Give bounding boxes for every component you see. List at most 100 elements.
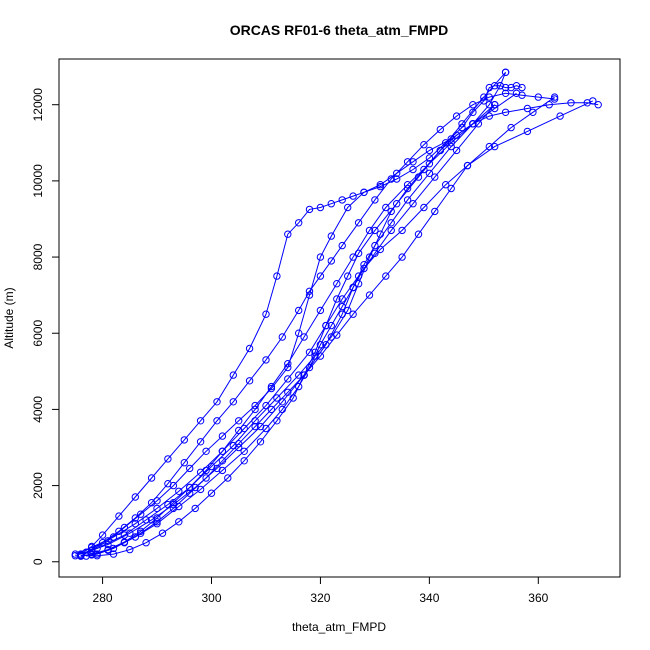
data-point: [175, 487, 183, 495]
data-point: [164, 480, 172, 488]
data-point: [153, 514, 161, 522]
data-point: [316, 203, 325, 212]
data-point: [393, 169, 401, 178]
data-point: [131, 520, 140, 528]
series-2: [77, 89, 521, 558]
data-point: [327, 257, 335, 265]
data-point: [496, 82, 504, 90]
data-point: [196, 438, 205, 446]
data-point: [131, 493, 140, 501]
data-point: [300, 371, 308, 379]
series-10: [77, 101, 499, 560]
data-point: [556, 112, 564, 120]
data-point: [480, 93, 488, 101]
data-point: [485, 112, 493, 120]
data-point: [300, 333, 308, 341]
data-point: [305, 348, 314, 356]
x-tick-label: 300: [201, 591, 221, 605]
data-point: [338, 196, 346, 204]
y-tick-label: 10000: [31, 164, 45, 198]
y-tick-label: 12000: [31, 88, 45, 122]
y-axis: 0 2000 4000 6000 8000 10000 12000: [31, 88, 60, 565]
data-point: [398, 226, 406, 235]
data-point: [289, 394, 297, 402]
data-point: [305, 205, 314, 214]
data-point: [491, 101, 499, 109]
data-point: [518, 91, 526, 99]
data-point: [316, 341, 325, 349]
data-point: [262, 401, 270, 410]
data-point: [349, 310, 357, 318]
data-point: [305, 287, 314, 295]
data-point: [452, 146, 461, 155]
data-point: [267, 405, 276, 414]
data-point: [137, 510, 145, 518]
data-point: [273, 272, 281, 280]
data-point: [245, 377, 254, 385]
data-point: [191, 483, 199, 492]
data-point: [414, 230, 423, 238]
data-point: [447, 184, 455, 193]
data-point: [398, 253, 406, 261]
data-point: [567, 99, 575, 107]
data-point: [518, 83, 526, 92]
data-point: [256, 422, 265, 431]
data-point: [262, 310, 270, 318]
x-tick-label: 320: [310, 591, 330, 605]
data-point: [354, 272, 363, 280]
data-point: [344, 272, 352, 280]
data-point: [311, 348, 319, 356]
x-tick-label: 340: [419, 591, 439, 605]
data-point: [153, 504, 161, 513]
data-point: [442, 181, 450, 189]
data-point: [382, 272, 390, 280]
series-6: [88, 93, 559, 559]
data-point: [218, 447, 227, 455]
x-axis-label: theta_atm_FMPD: [292, 620, 386, 634]
data-point: [333, 295, 341, 303]
data-point: [534, 93, 542, 101]
data-point: [523, 127, 532, 136]
data-point: [88, 550, 96, 558]
data-point: [262, 356, 270, 364]
data-point: [594, 101, 602, 109]
data-point: [251, 405, 259, 414]
data-point: [115, 512, 123, 520]
data-point: [452, 112, 461, 120]
data-point: [224, 474, 232, 482]
data-point: [245, 344, 254, 353]
y-tick-label: 8000: [31, 243, 45, 270]
data-point: [529, 108, 537, 117]
data-point: [180, 436, 189, 444]
data-point: [316, 272, 325, 280]
data-point: [420, 141, 428, 149]
data-point: [507, 123, 515, 132]
data-point: [104, 545, 112, 554]
data-point: [469, 120, 477, 128]
data-point: [180, 459, 189, 467]
series-line: [91, 96, 555, 556]
data-point: [235, 443, 243, 452]
data-point: [425, 160, 434, 168]
data-point: [371, 226, 379, 235]
series-4: [82, 97, 597, 560]
data-point: [267, 384, 276, 393]
data-point: [420, 165, 428, 174]
data-point: [333, 280, 341, 288]
series-group: [71, 68, 602, 560]
data-point: [349, 253, 357, 261]
data-point: [295, 219, 303, 227]
data-point: [202, 474, 210, 482]
data-point: [295, 329, 303, 337]
data-point: [229, 398, 238, 406]
series-line: [80, 85, 523, 557]
data-point: [235, 426, 243, 435]
series-line: [80, 104, 496, 557]
series-line: [75, 102, 599, 557]
y-tick-label: 0: [31, 558, 45, 565]
data-point: [501, 89, 510, 98]
data-point: [235, 417, 243, 425]
data-point: [327, 321, 335, 330]
data-point: [382, 203, 390, 212]
data-point: [126, 529, 134, 537]
